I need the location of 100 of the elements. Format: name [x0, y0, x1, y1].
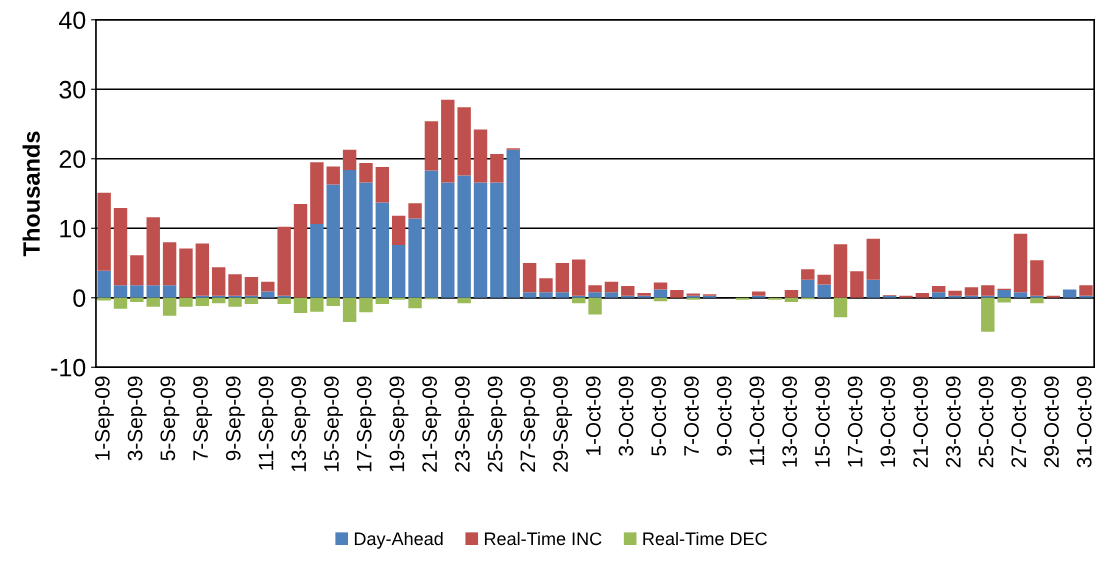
- bar: [801, 269, 815, 280]
- legend-label: Day-Ahead: [354, 531, 443, 549]
- bar: [981, 295, 995, 298]
- bar: [457, 107, 471, 176]
- bar: [113, 285, 128, 298]
- bar: [588, 285, 602, 293]
- bar: [310, 297, 324, 312]
- bar: [932, 292, 946, 298]
- bar: [359, 162, 373, 183]
- bar: [293, 203, 308, 298]
- x-tick-label: 21-Sep-09: [422, 376, 442, 472]
- x-tick-label: 1-Sep-09: [94, 376, 114, 460]
- bar: [588, 297, 602, 315]
- bar: [113, 208, 128, 286]
- x-tick-label: 5-Oct-09: [651, 376, 667, 456]
- x-tick-label: 11-Oct-09: [749, 376, 765, 466]
- bar: [146, 217, 160, 286]
- bar: [588, 292, 602, 298]
- bar: [310, 224, 324, 298]
- bar: [752, 295, 766, 298]
- bar: [162, 297, 177, 316]
- bar: [130, 297, 144, 302]
- bar: [408, 203, 422, 219]
- x-tick-label: 13-Oct-09: [782, 376, 798, 467]
- bar: [441, 182, 455, 298]
- bar: [277, 226, 291, 296]
- bar: [179, 297, 193, 307]
- bar: [1079, 285, 1093, 296]
- bar: [326, 184, 340, 298]
- bar: [97, 297, 111, 301]
- bar: [375, 297, 390, 305]
- x-tick-label: 13-Sep-09: [291, 376, 311, 472]
- bar: [408, 297, 422, 309]
- y-tick-label: 20: [59, 150, 86, 169]
- x-tick-label: 23-Sep-09: [454, 376, 474, 472]
- bar: [899, 295, 913, 298]
- bar: [621, 295, 635, 298]
- bar: [604, 292, 619, 298]
- y-axis-title: Thousands: [22, 131, 40, 257]
- legend-label: Real-Time INC: [484, 531, 602, 546]
- bar: [277, 295, 291, 298]
- bar: [948, 295, 962, 298]
- bar: [359, 182, 373, 298]
- bar: [555, 292, 570, 298]
- bar: [817, 284, 831, 298]
- x-tick-label: 23-Oct-09: [945, 376, 961, 468]
- x-tick-label: 17-Oct-09: [847, 376, 863, 467]
- bar: [457, 175, 471, 298]
- bar: [441, 99, 455, 183]
- x-tick-label: 3-Sep-09: [127, 376, 147, 461]
- bar: [1046, 295, 1060, 298]
- bar: [391, 215, 406, 245]
- bar: [964, 295, 979, 298]
- bar: [866, 279, 880, 298]
- bar: [97, 270, 111, 298]
- bar: [391, 297, 406, 300]
- x-tick-label: 19-Sep-09: [389, 376, 409, 472]
- bar: [293, 297, 308, 314]
- bar: [506, 149, 520, 298]
- bar: [604, 281, 619, 293]
- bar: [522, 292, 537, 298]
- bar: [621, 285, 635, 296]
- bar: [97, 192, 111, 271]
- x-tick-label: 7-Oct-09: [684, 376, 699, 456]
- y-tick-label: 30: [59, 80, 86, 99]
- x-tick-label: 15-Oct-09: [815, 376, 830, 467]
- bar: [211, 267, 226, 296]
- bar: [752, 291, 766, 296]
- bar: [1013, 292, 1028, 298]
- bar: [768, 297, 782, 300]
- x-tick-label: 1-Oct-09: [585, 376, 601, 456]
- bar: [146, 285, 160, 298]
- bar: [342, 149, 357, 170]
- bar: [670, 290, 684, 298]
- bar: [735, 297, 750, 300]
- bar: [195, 297, 210, 307]
- bar: [162, 285, 177, 298]
- x-tick-label: 25-Sep-09: [487, 376, 507, 472]
- bar: [522, 263, 537, 293]
- bar: [261, 281, 275, 292]
- bar: [784, 290, 799, 298]
- x-tick-label: 7-Sep-09: [193, 376, 213, 461]
- bar: [130, 285, 144, 298]
- bar: [981, 285, 995, 296]
- bar: [572, 259, 586, 296]
- y-tick-label: 0: [73, 289, 86, 308]
- x-tick-label: 27-Oct-09: [1011, 376, 1027, 468]
- x-tick-label: 5-Sep-09: [160, 376, 180, 461]
- bar: [244, 295, 259, 298]
- bar: [490, 182, 504, 298]
- bar: [195, 295, 210, 298]
- bar: [408, 218, 422, 298]
- x-tick-label: 21-Oct-09: [913, 376, 928, 468]
- bar: [391, 244, 406, 298]
- bar: [359, 297, 373, 313]
- bar: [473, 129, 488, 183]
- bar: [375, 167, 390, 203]
- bar: [1062, 289, 1077, 298]
- bar: [1030, 260, 1044, 296]
- bar: [146, 297, 160, 307]
